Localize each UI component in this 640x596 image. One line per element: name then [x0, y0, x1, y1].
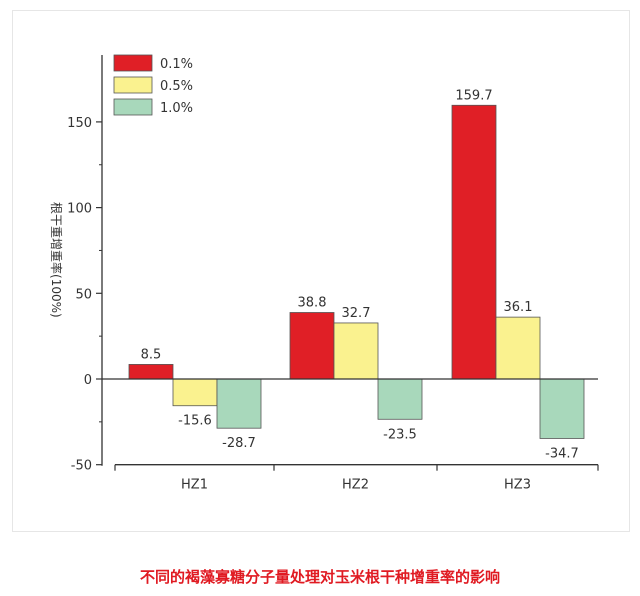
chart-frame: [12, 10, 630, 532]
data-label: 36.1: [504, 300, 533, 315]
bar-chart: -50 0 50 100 150 根干重增重率(100%) 8.5 38.8 159.7 -15.…: [49, 54, 599, 493]
legend-swatch: [113, 98, 153, 116]
bar: [289, 312, 335, 380]
x-tick-label: HZ3: [504, 478, 531, 493]
y-axis-label: 根干重增重率(100%): [49, 202, 64, 318]
data-label: -15.6: [178, 414, 212, 429]
bar: [377, 378, 423, 420]
legend-swatch: [113, 76, 153, 94]
y-tick-label: 100: [67, 202, 92, 217]
bar: [539, 378, 585, 439]
x-tick-label: HZ1: [181, 478, 208, 493]
bar: [172, 378, 218, 407]
data-label: 159.7: [455, 88, 492, 103]
data-label: 8.5: [141, 347, 162, 362]
x-tick-label: HZ2: [342, 478, 369, 493]
y-tick-label: 150: [67, 116, 92, 131]
legend-swatch: [113, 54, 153, 72]
y-tick-label: 0: [84, 373, 92, 388]
legend-label: 0.5%: [160, 79, 193, 94]
figure-caption: 不同的褐藻寡糖分子量处理对玉米根干种增重率的影响: [139, 568, 500, 586]
legend-label: 0.1%: [160, 57, 193, 72]
data-label: 38.8: [298, 295, 327, 310]
data-label: -28.7: [222, 436, 256, 451]
legend-label: 1.0%: [160, 101, 193, 116]
y-tick-label: 50: [75, 287, 92, 302]
y-tick-label: -50: [71, 459, 92, 474]
bar: [451, 104, 497, 380]
data-label: -23.5: [383, 427, 417, 442]
bar: [333, 322, 379, 380]
bar: [495, 316, 541, 380]
data-label: 32.7: [342, 306, 371, 321]
bar: [128, 364, 174, 380]
bar: [216, 378, 262, 429]
data-label: -34.7: [545, 446, 579, 461]
